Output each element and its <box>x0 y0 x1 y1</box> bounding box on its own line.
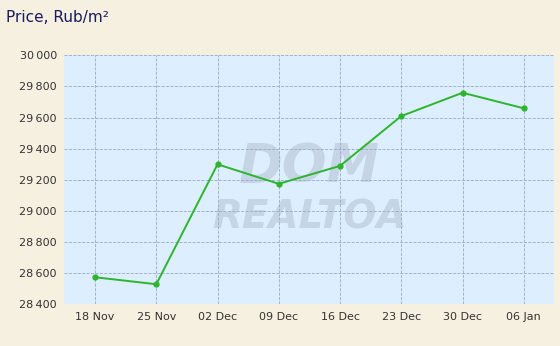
Text: DOM: DOM <box>239 142 380 193</box>
Text: REALTOA: REALTOA <box>212 198 407 236</box>
Text: Price, Rub/m²: Price, Rub/m² <box>6 10 109 25</box>
